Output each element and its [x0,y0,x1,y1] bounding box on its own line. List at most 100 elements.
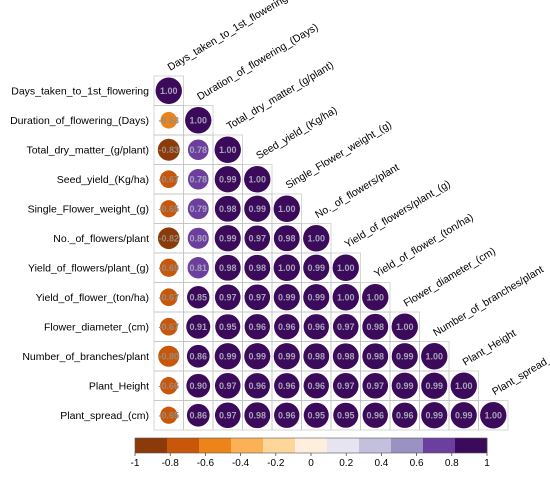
grid-square [478,400,509,431]
correlation-value: 1.00 [396,322,414,332]
colorbar-segment [327,438,360,453]
correlation-circle [362,343,389,370]
correlation-circle [215,314,241,340]
colorbar: -1 -0.8 -0.6 -0.4 -0.2 0 0.2 0.4 0.6 0.8 1 [131,437,490,469]
correlation-value: 1.00 [425,351,443,361]
correlation-value: 0.85 [189,292,207,302]
correlation-circle [273,225,300,252]
correlation-circle [274,373,300,399]
correlation-cell: 0.99 [244,195,271,222]
correlation-value: 1.00 [278,204,296,214]
row-label: Days_taken_to_1st_flowering [11,85,149,97]
correlation-cell: -0.69 [158,258,179,277]
correlation-value: 1.00 [366,292,384,302]
correlation-value: 0.99 [248,351,266,361]
colorbar-segment [263,438,296,453]
correlation-cell: -0.83 [157,138,180,161]
correlation-value: 0.96 [307,381,325,391]
correlation-value: 0.96 [278,381,296,391]
correlation-value: -0.65 [158,204,179,214]
correlation-value: 0.98 [219,204,237,214]
correlation-circle [332,284,359,311]
correlation-cell: 0.99 [421,402,448,429]
row-label: Single_Flower_weight_(g) [28,203,149,215]
correlation-cell: 0.95 [215,314,241,340]
correlation-value: 0.99 [425,410,443,420]
row-label: No._of_flowers/plant [53,233,149,245]
correlation-circle [187,168,209,190]
correlation-value: 0.96 [396,410,414,420]
correlation-value: 0.96 [278,410,296,420]
correlation-cell: 0.96 [274,373,300,399]
correlation-circle [157,227,180,250]
correlation-value: 1.00 [455,381,473,391]
colorbar-tick-label: -1 [131,458,140,469]
correlation-cell: 0.99 [391,343,418,370]
correlation-circle [186,314,211,339]
correlation-value: 0.81 [189,263,207,273]
column-label: Plant_spread_(cm) [490,342,550,398]
correlation-circle [159,170,178,189]
correlation-cell: 0.81 [187,257,209,279]
correlation-value: 0.78 [189,174,207,184]
correlation-value: 0.96 [248,322,266,332]
correlation-cell: 1.00 [273,254,300,281]
correlation-cell: 0.98 [332,343,359,370]
correlation-cell: 1.00 [391,313,418,340]
correlation-value: 0.98 [307,351,325,361]
correlation-value: -0.82 [158,233,179,243]
correlation-value: -0.65 [158,410,179,420]
correlation-value: 0.86 [189,351,207,361]
correlation-circle [450,402,477,429]
correlation-circle [159,288,178,307]
correlation-value: 0.86 [189,410,207,420]
correlation-cell: 0.97 [362,372,389,399]
correlation-circle [159,317,178,336]
correlation-circle [158,345,180,367]
correlation-circle [214,372,241,399]
correlation-value: 1.00 [248,174,266,184]
correlation-cell: 0.96 [362,402,388,428]
correlation-cell: 0.98 [244,402,271,429]
correlation-cell: 0.96 [392,402,418,428]
correlation-circle [244,343,271,370]
correlation-value: 0.98 [366,322,384,332]
colorbar-segment [167,438,200,453]
correlation-cell: 0.99 [214,166,241,193]
correlation-value: 0.99 [278,292,296,302]
correlation-value: 0.97 [219,292,237,302]
correlation-circle [273,284,300,311]
correlation-cell: 1.00 [214,136,241,163]
correlation-cell: 0.96 [274,402,300,428]
correlation-cell: -0.66 [158,377,179,395]
correlation-value: 0.95 [219,322,237,332]
correlation-cell: 0.96 [244,314,270,340]
row-label: Plant_spread_(cm) [60,410,149,422]
correlation-circle [421,402,448,429]
colorbar-segment [295,438,328,453]
correlation-circle [160,406,178,424]
correlation-circle [244,195,271,222]
correlation-circle [303,225,330,252]
correlation-circle [214,195,241,222]
correlation-value: 0.97 [337,381,355,391]
correlation-cell: 0.85 [187,286,210,309]
correlation-cell: -0.67 [158,288,179,307]
correlation-circle [362,313,389,340]
correlation-cell: 0.99 [391,372,418,399]
correlation-value: -0.69 [158,263,179,273]
correlation-cell: 1.00 [303,225,330,252]
correlation-circle [391,313,418,340]
correlation-value: 0.96 [248,381,266,391]
correlation-cell: 0.99 [273,343,300,370]
correlation-value: 0.97 [219,410,237,420]
correlation-cell: 1.00 [480,402,507,429]
correlation-cell: -0.65 [158,406,179,424]
correlation-cell: -0.63 [158,111,179,129]
correlation-value: 0.95 [307,410,325,420]
correlation-value: 0.97 [366,381,384,391]
correlation-cell: 1.00 [185,107,212,134]
correlation-value: 0.96 [307,322,325,332]
correlation-value: -0.83 [158,145,179,155]
